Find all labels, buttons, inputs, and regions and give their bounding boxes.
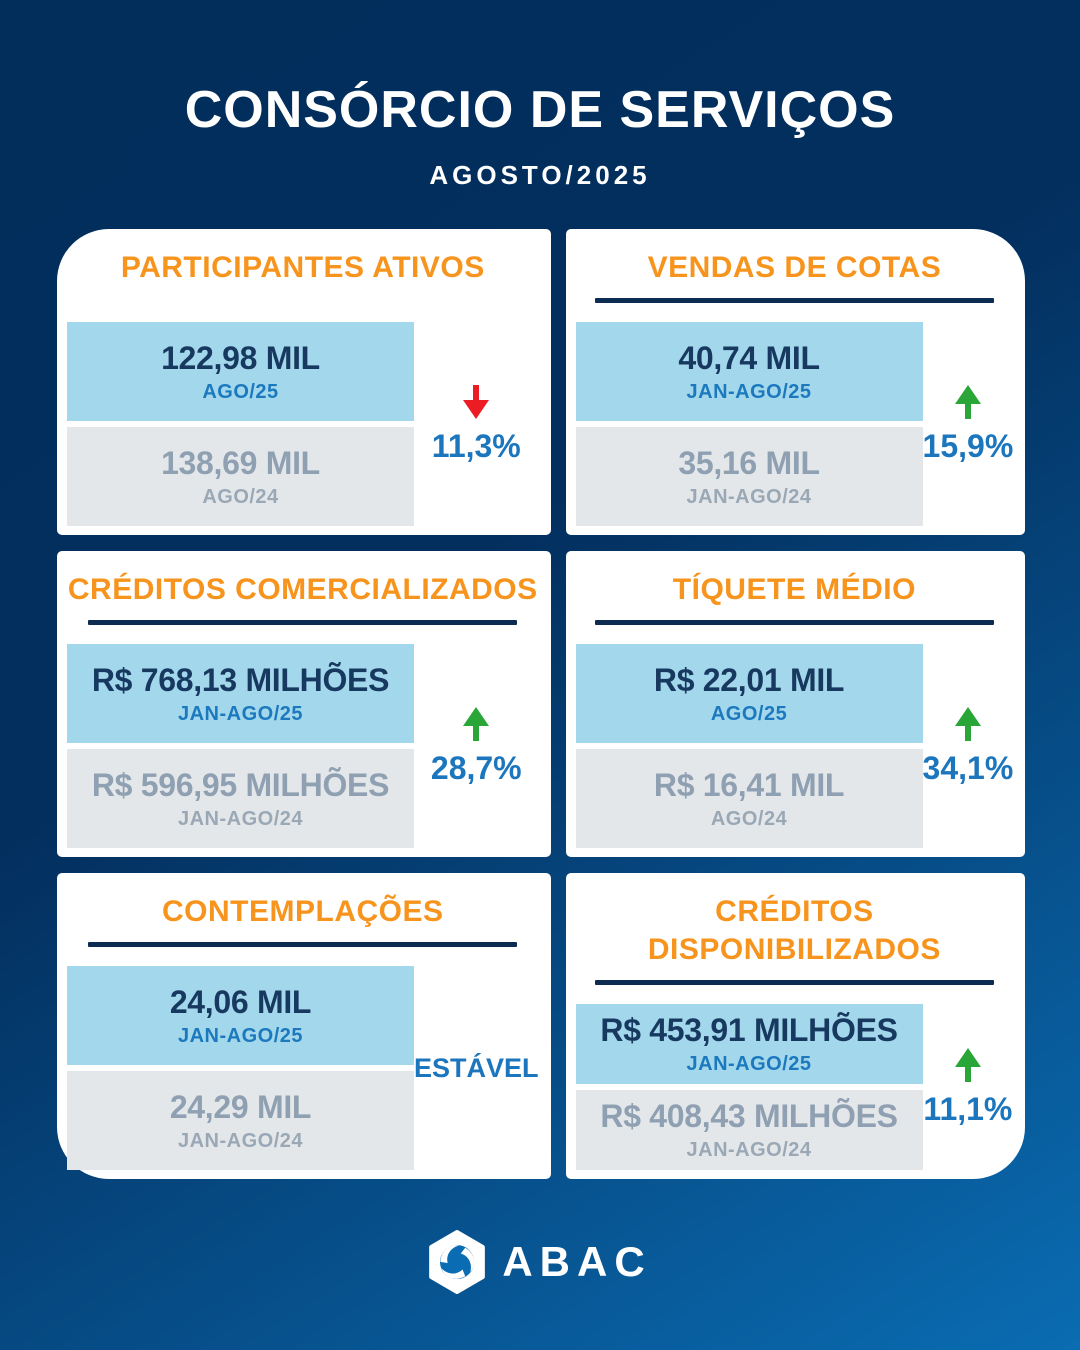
previous-value-box: 138,69 MIL AGO/24 (67, 427, 414, 526)
current-value: R$ 22,01 MIL (653, 661, 845, 698)
previous-value: 24,29 MIL (169, 1088, 312, 1125)
trend-up-icon (954, 706, 981, 741)
current-period: JAN-AGO/25 (177, 702, 304, 725)
title-underline (595, 298, 994, 303)
card-creditos-disponibilizados: CRÉDITOS DISPONIBILIZADOS R$ 453,91 MILH… (565, 873, 1026, 1179)
trend-percent: 34,1% (922, 749, 1014, 786)
trend-up-icon (954, 384, 981, 419)
trend-up-icon (954, 1047, 981, 1082)
trend-percent: 11,1% (923, 1090, 1013, 1127)
previous-value-box: R$ 596,95 MILHÕES JAN-AGO/24 (67, 749, 414, 848)
current-value: 24,06 MIL (169, 983, 312, 1020)
trend-indicator: 28,7% (414, 644, 539, 848)
previous-value: 35,16 MIL (678, 444, 820, 481)
previous-value-box: 35,16 MIL JAN-AGO/24 (575, 427, 923, 526)
page-title: CONSÓRCIO DE SERVIÇOS (184, 81, 896, 139)
current-period: JAN-AGO/25 (686, 1053, 812, 1075)
current-value-box: 24,06 MIL JAN-AGO/25 (67, 966, 414, 1065)
card-title: PARTICIPANTES ATIVOS (120, 251, 485, 284)
previous-period: JAN-AGO/24 (686, 1139, 812, 1161)
current-value-box: R$ 22,01 MIL AGO/25 (575, 644, 923, 743)
trend-up-icon (463, 706, 490, 741)
current-period: JAN-AGO/25 (686, 380, 812, 403)
trend-indicator: 11,3% (414, 322, 539, 526)
previous-period: AGO/24 (710, 807, 788, 830)
current-value: 122,98 MIL (161, 339, 320, 376)
trend-stable-label: ESTÁVEL (414, 1052, 539, 1083)
card-title: CONTEMPLAÇÕES (162, 895, 444, 928)
trend-down-icon (463, 384, 490, 419)
current-value-box: R$ 453,91 MILHÕES JAN-AGO/25 (575, 1004, 923, 1084)
current-value-box: R$ 768,13 MILHÕES JAN-AGO/25 (67, 644, 414, 743)
previous-value-box: 24,29 MIL JAN-AGO/24 (67, 1071, 414, 1170)
header: CONSÓRCIO DE SERVIÇOS AGOSTO/2025 (0, 0, 1080, 191)
current-value-box: 122,98 MIL AGO/25 (67, 322, 414, 421)
current-period: AGO/25 (710, 702, 788, 725)
card-title: TÍQUETE MÉDIO (672, 573, 916, 606)
trend-indicator: 15,9% (922, 322, 1014, 526)
current-value-box: 40,74 MIL JAN-AGO/25 (575, 322, 923, 421)
trend-percent: 11,3% (431, 427, 521, 464)
previous-value: R$ 16,41 MIL (653, 766, 845, 803)
previous-period: JAN-AGO/24 (177, 1129, 304, 1152)
trend-indicator: 11,1% (923, 1004, 1014, 1170)
current-value: R$ 453,91 MILHÕES (600, 1012, 898, 1048)
current-period: AGO/25 (202, 380, 279, 403)
previous-value: 138,69 MIL (161, 444, 320, 481)
previous-period: JAN-AGO/24 (686, 485, 812, 508)
card-title: VENDAS DE COTAS (647, 251, 942, 284)
trend-percent: 15,9% (922, 427, 1014, 464)
footer: ABAC (0, 1229, 1080, 1295)
metrics-grid: PARTICIPANTES ATIVOS 122,98 MIL AGO/25 1… (57, 229, 1026, 1179)
card-tiquete-medio: TÍQUETE MÉDIO R$ 22,01 MIL AGO/25 R$ 16,… (565, 551, 1026, 857)
previous-value: R$ 596,95 MILHÕES (91, 766, 390, 803)
previous-period: AGO/24 (202, 485, 279, 508)
previous-value-box: R$ 16,41 MIL AGO/24 (575, 749, 923, 848)
trend-percent: 28,7% (430, 749, 522, 786)
page-subtitle: AGOSTO/2025 (429, 160, 651, 190)
card-vendas-de-cotas: VENDAS DE COTAS 40,74 MIL JAN-AGO/25 35,… (565, 229, 1026, 535)
title-underline (595, 620, 994, 625)
previous-value: R$ 408,43 MILHÕES (600, 1098, 898, 1134)
card-creditos-comercializados: CRÉDITOS COMERCIALIZADOS R$ 768,13 MILHÕ… (57, 551, 551, 857)
title-underline (88, 942, 518, 947)
trend-indicator: ESTÁVEL (414, 966, 539, 1170)
title-underline (88, 620, 518, 625)
abac-logo-icon (429, 1230, 486, 1294)
card-contemplacoes: CONTEMPLAÇÕES 24,06 MIL JAN-AGO/25 24,29… (57, 873, 551, 1179)
card-participantes-ativos: PARTICIPANTES ATIVOS 122,98 MIL AGO/25 1… (57, 229, 551, 535)
previous-value-box: R$ 408,43 MILHÕES JAN-AGO/24 (575, 1090, 923, 1170)
brand-name: ABAC (502, 1238, 652, 1285)
title-underline (595, 980, 994, 985)
current-period: JAN-AGO/25 (177, 1024, 304, 1047)
previous-period: JAN-AGO/24 (177, 807, 304, 830)
current-value: 40,74 MIL (678, 339, 820, 376)
card-title: CRÉDITOS COMERCIALIZADOS (67, 573, 538, 606)
current-value: R$ 768,13 MILHÕES (91, 661, 390, 698)
card-title: CRÉDITOS DISPONIBILIZADOS (647, 895, 941, 966)
trend-indicator: 34,1% (922, 644, 1014, 848)
